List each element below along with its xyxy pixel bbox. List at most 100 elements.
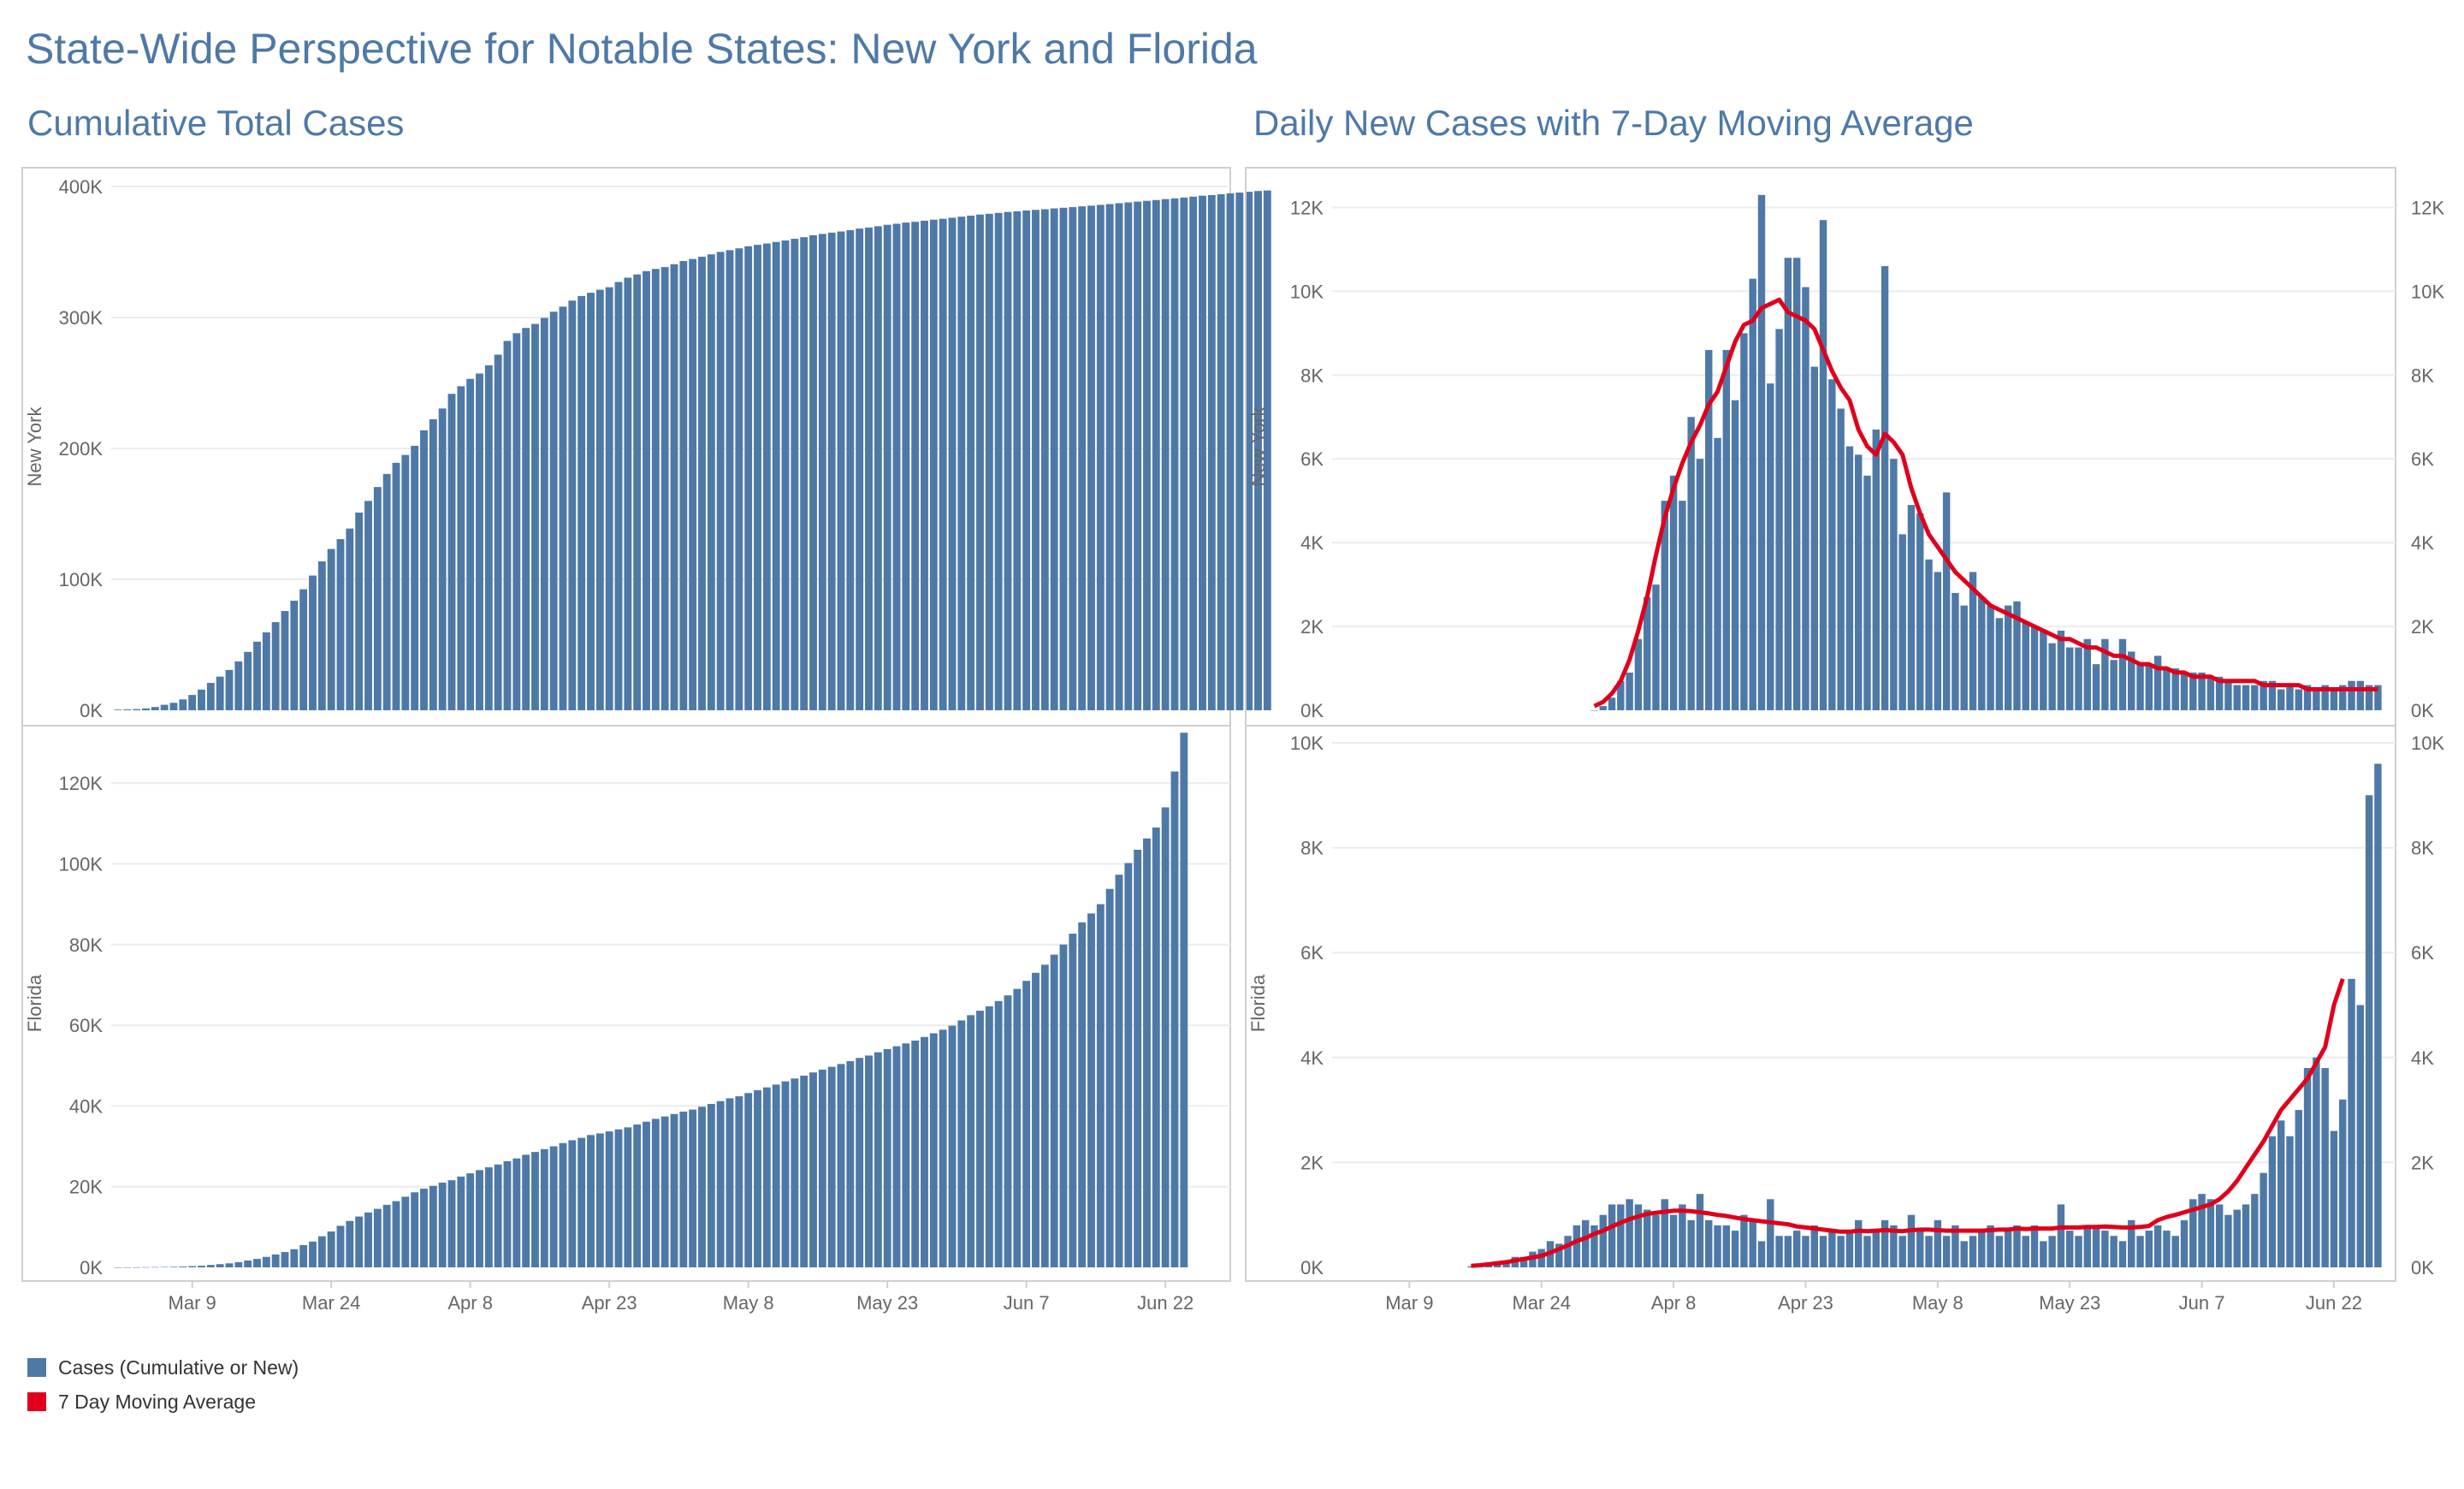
cumulative-new-york-ytick-label: 200K xyxy=(59,438,104,460)
cumulative-florida-bar xyxy=(290,1249,299,1267)
cumulative-new-york-bar xyxy=(568,300,577,710)
daily-new-york-bar xyxy=(2092,664,2100,710)
cumulative-florida-bar xyxy=(827,1066,836,1267)
legend-item-cases[interactable]: Cases (Cumulative or New) xyxy=(27,1350,299,1385)
cumulative-florida-ytick-label: 80K xyxy=(69,934,103,956)
cumulative-florida-bar xyxy=(1161,807,1170,1267)
daily-florida-bar xyxy=(1652,1214,1660,1267)
cumulative-florida-bar xyxy=(911,1040,920,1267)
cumulative-new-york-bar xyxy=(614,282,623,710)
cumulative-new-york-bar xyxy=(1207,194,1216,710)
daily-florida-bar xyxy=(1590,1225,1598,1267)
cumulative-new-york-bar xyxy=(1004,211,1012,710)
cumulative-new-york-ytick-label: 300K xyxy=(59,307,104,329)
cumulative-new-york-bar xyxy=(716,252,725,710)
cumulative-new-york-bar xyxy=(457,386,465,710)
cumulative-new-york-bar xyxy=(726,250,734,710)
cumulative-new-york-bar xyxy=(244,651,252,710)
cumulative-new-york-bar xyxy=(420,430,428,710)
cumulative-florida-ytick-label: 40K xyxy=(69,1095,103,1117)
cumulative-new-york-bar xyxy=(447,394,456,710)
daily-new-york-ytick-label: 0K xyxy=(1300,700,1324,721)
cumulative-new-york-bar xyxy=(994,212,1003,711)
dashboard-charts: 0K 100K 200K 300K 400K New York 0K 20K 40K 60K 80K… xyxy=(21,167,2444,1314)
daily-florida-ytick-label-right: 4K xyxy=(2411,1047,2434,1069)
cumulative-new-york-bar xyxy=(1040,209,1049,710)
cumulative-florida-bar xyxy=(791,1078,799,1267)
daily-new-york-bar xyxy=(2057,630,2065,710)
daily-florida-bar xyxy=(2022,1236,2029,1267)
daily-new-york-bar xyxy=(1925,559,1933,710)
daily-florida-bar xyxy=(2136,1236,2144,1267)
daily-florida-bar xyxy=(1845,1231,1854,1267)
daily-new-york-bar xyxy=(2295,689,2303,710)
cumulative-florida-bar xyxy=(531,1152,539,1267)
daily-new-york-row-label: New York xyxy=(1247,406,1269,487)
cumulative-florida-bar xyxy=(967,1015,975,1267)
daily-florida-bar xyxy=(1705,1219,1713,1267)
daily-florida-bar xyxy=(1978,1231,1986,1267)
cumulative-new-york-bar xyxy=(633,274,642,710)
cumulative-florida-bar xyxy=(660,1116,669,1267)
daily-new-york-bar xyxy=(2083,638,2092,710)
daily-xtick-label: Apr 23 xyxy=(1778,1292,1833,1314)
cumulative-florida-bar xyxy=(364,1212,372,1267)
legend-item-moving-average[interactable]: 7 Day Moving Average xyxy=(27,1385,299,1419)
daily-new-york-bar xyxy=(2040,630,2047,710)
cumulative-new-york-bar xyxy=(1124,202,1133,710)
daily-florida-bar xyxy=(1784,1236,1792,1267)
daily-new-york-ytick-label: 6K xyxy=(1300,448,1324,470)
cumulative-new-york-bar xyxy=(271,622,280,710)
daily-florida-bar xyxy=(2321,1068,2329,1267)
daily-florida-ytick-label-right: 6K xyxy=(2411,942,2434,964)
cumulative-new-york-bar xyxy=(1143,200,1151,710)
daily-florida-bar xyxy=(1925,1236,1933,1267)
cumulative-new-york-bar xyxy=(856,228,864,710)
cumulative-new-york-bar xyxy=(578,295,586,710)
daily-new-york-bar xyxy=(1634,638,1643,710)
daily-new-york-bar xyxy=(2303,685,2312,710)
daily-florida-bar xyxy=(1714,1225,1721,1267)
daily-florida-bar xyxy=(1810,1225,1818,1267)
daily-florida-bar xyxy=(1960,1241,1968,1267)
daily-florida-bar xyxy=(1890,1225,1898,1267)
daily-florida-bar xyxy=(1608,1204,1616,1267)
cumulative-new-york-bar xyxy=(401,454,410,710)
cumulative-new-york-bar xyxy=(1105,204,1114,710)
cumulative-new-york-bar xyxy=(540,317,548,710)
cumulative-florida-bar xyxy=(151,1267,159,1268)
daily-new-york-bar xyxy=(2013,601,2021,710)
cumulative-florida-bar xyxy=(818,1069,826,1267)
daily-florida-bar xyxy=(2030,1225,2039,1267)
daily-xtick-label: May 23 xyxy=(2039,1292,2100,1314)
cumulative-florida-bar xyxy=(1087,913,1095,1267)
cumulative-new-york-bar xyxy=(800,237,808,710)
daily-florida-bar xyxy=(1564,1236,1572,1267)
daily-new-york-bar xyxy=(1828,379,1836,710)
cumulative-florida-bar xyxy=(327,1231,335,1267)
daily-xtick-label: Jun 7 xyxy=(2179,1292,2225,1314)
daily-new-york-bar xyxy=(1987,605,1994,710)
cumulative-new-york-bar xyxy=(689,258,697,710)
cumulative-florida-bar xyxy=(457,1176,465,1267)
daily-florida-bar xyxy=(2313,1057,2320,1267)
daily-florida-bar xyxy=(2048,1236,2056,1267)
cumulative-new-york-bar xyxy=(643,270,650,710)
daily-new-york-ytick-label-right: 10K xyxy=(2411,281,2444,302)
cumulative-new-york-bar xyxy=(1022,210,1031,710)
daily-new-york-bar xyxy=(1995,618,2004,710)
cumulative-new-york-bar xyxy=(512,333,521,710)
cumulative-new-york-bar xyxy=(1180,197,1188,711)
daily-new-york-bar xyxy=(2313,689,2320,710)
cumulative-florida-bar xyxy=(244,1260,252,1267)
cumulative-florida-bar xyxy=(929,1033,938,1267)
cumulative-florida-bar xyxy=(735,1096,743,1267)
cumulative-new-york-bar xyxy=(902,222,910,710)
daily-new-york-bar xyxy=(1731,400,1739,710)
cumulative-new-york-bar xyxy=(559,306,567,710)
daily-florida-bar xyxy=(2145,1231,2153,1267)
cumulative-florida-bar xyxy=(1069,934,1077,1267)
daily-florida-bar xyxy=(2277,1120,2285,1267)
daily-florida-bar xyxy=(1802,1236,1810,1267)
cumulative-new-york-bar xyxy=(484,365,493,710)
